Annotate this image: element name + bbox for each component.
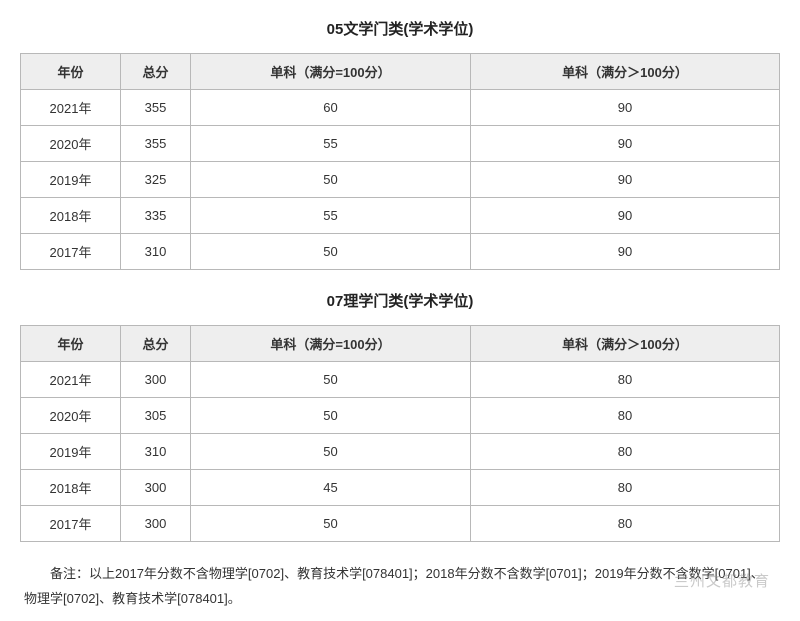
cell-gt: 80 bbox=[471, 506, 780, 542]
table-row: 2021年 300 50 80 bbox=[21, 362, 780, 398]
cell-eq: 60 bbox=[191, 90, 471, 126]
cell-eq: 50 bbox=[191, 398, 471, 434]
col-header-eq: 单科（满分=100分） bbox=[191, 326, 471, 362]
cell-total: 300 bbox=[121, 506, 191, 542]
table-row: 2018年 335 55 90 bbox=[21, 198, 780, 234]
col-header-year: 年份 bbox=[21, 326, 121, 362]
table-row: 2017年 310 50 90 bbox=[21, 234, 780, 270]
cell-year: 2021年 bbox=[21, 90, 121, 126]
cell-gt: 90 bbox=[471, 126, 780, 162]
section-title-science: 07理学门类(学术学位) bbox=[20, 290, 780, 311]
cell-year: 2020年 bbox=[21, 126, 121, 162]
footnote-text: 备注：以上2017年分数不含物理学[0702]、教育技术学[078401]；20… bbox=[20, 562, 780, 611]
cell-total: 355 bbox=[121, 126, 191, 162]
cell-gt: 90 bbox=[471, 198, 780, 234]
cell-gt: 90 bbox=[471, 234, 780, 270]
col-header-year: 年份 bbox=[21, 54, 121, 90]
table-row: 2020年 305 50 80 bbox=[21, 398, 780, 434]
table-header-row: 年份 总分 单科（满分=100分） 单科（满分＞100分） bbox=[21, 54, 780, 90]
cell-gt: 80 bbox=[471, 470, 780, 506]
cell-gt: 80 bbox=[471, 398, 780, 434]
cell-total: 310 bbox=[121, 234, 191, 270]
cell-total: 300 bbox=[121, 470, 191, 506]
cell-total: 355 bbox=[121, 90, 191, 126]
col-header-total: 总分 bbox=[121, 54, 191, 90]
cell-eq: 50 bbox=[191, 434, 471, 470]
section-title-literature: 05文学门类(学术学位) bbox=[20, 18, 780, 39]
cell-gt: 90 bbox=[471, 90, 780, 126]
table-header-row: 年份 总分 单科（满分=100分） 单科（满分＞100分） bbox=[21, 326, 780, 362]
cell-year: 2020年 bbox=[21, 398, 121, 434]
cell-year: 2019年 bbox=[21, 162, 121, 198]
cell-gt: 80 bbox=[471, 362, 780, 398]
col-header-gt: 单科（满分＞100分） bbox=[471, 54, 780, 90]
cell-total: 300 bbox=[121, 362, 191, 398]
cell-year: 2021年 bbox=[21, 362, 121, 398]
cell-eq: 50 bbox=[191, 506, 471, 542]
table-row: 2021年 355 60 90 bbox=[21, 90, 780, 126]
col-header-eq: 单科（满分=100分） bbox=[191, 54, 471, 90]
cell-year: 2018年 bbox=[21, 470, 121, 506]
col-header-gt: 单科（满分＞100分） bbox=[471, 326, 780, 362]
cell-eq: 50 bbox=[191, 162, 471, 198]
cell-gt: 80 bbox=[471, 434, 780, 470]
table-science: 年份 总分 单科（满分=100分） 单科（满分＞100分） 2021年 300 … bbox=[20, 325, 780, 542]
cell-year: 2019年 bbox=[21, 434, 121, 470]
cell-eq: 50 bbox=[191, 362, 471, 398]
cell-year: 2017年 bbox=[21, 506, 121, 542]
cell-year: 2018年 bbox=[21, 198, 121, 234]
cell-total: 325 bbox=[121, 162, 191, 198]
cell-total: 335 bbox=[121, 198, 191, 234]
table-row: 2018年 300 45 80 bbox=[21, 470, 780, 506]
cell-eq: 55 bbox=[191, 198, 471, 234]
cell-year: 2017年 bbox=[21, 234, 121, 270]
cell-eq: 45 bbox=[191, 470, 471, 506]
cell-total: 310 bbox=[121, 434, 191, 470]
table-row: 2019年 310 50 80 bbox=[21, 434, 780, 470]
col-header-total: 总分 bbox=[121, 326, 191, 362]
table-row: 2019年 325 50 90 bbox=[21, 162, 780, 198]
table-literature: 年份 总分 单科（满分=100分） 单科（满分＞100分） 2021年 355 … bbox=[20, 53, 780, 270]
table-row: 2017年 300 50 80 bbox=[21, 506, 780, 542]
cell-eq: 55 bbox=[191, 126, 471, 162]
table-row: 2020年 355 55 90 bbox=[21, 126, 780, 162]
cell-eq: 50 bbox=[191, 234, 471, 270]
cell-gt: 90 bbox=[471, 162, 780, 198]
cell-total: 305 bbox=[121, 398, 191, 434]
